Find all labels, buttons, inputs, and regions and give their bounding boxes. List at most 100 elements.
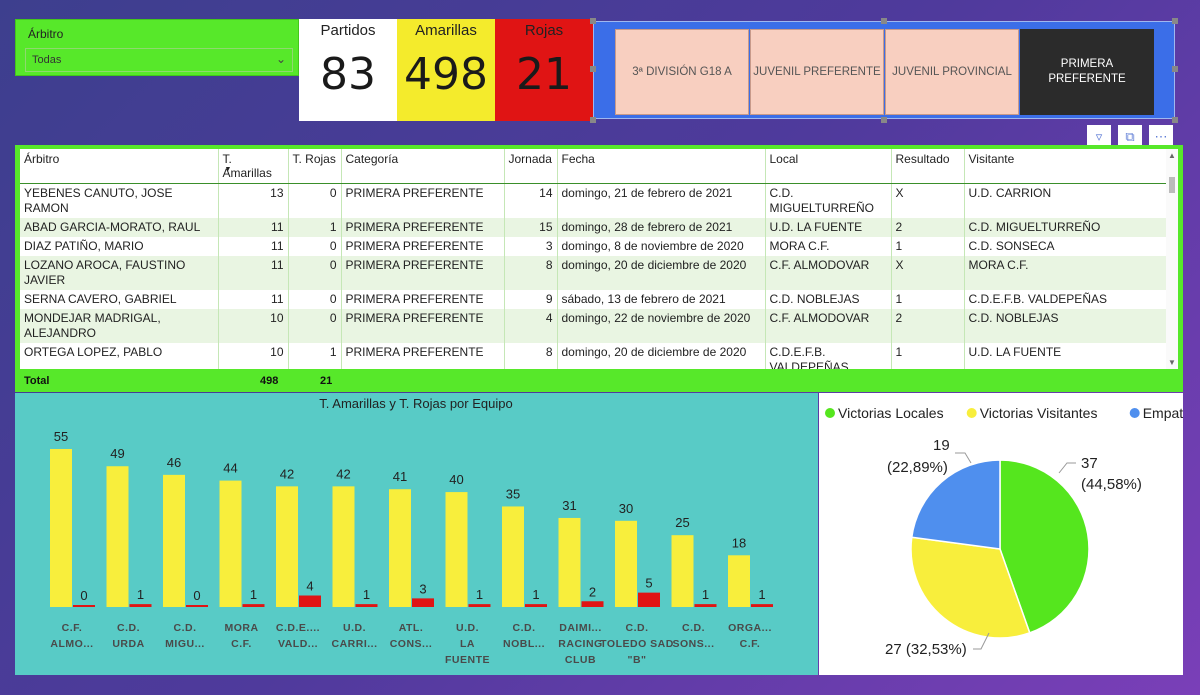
table-row[interactable]: LOZANO AROCA, FAUSTINO JAVIER 11 0 PRIMERA … [20,256,1166,290]
legend-marker [966,408,977,418]
bar-chart: T. Amarillas y T. Rojas por Equipo 55 0 C.F… [50,396,773,666]
resize-handle[interactable] [1172,117,1178,123]
table-header-row: Árbitro T. Amarillas ▼ T. Rojas Categoría… [20,149,1166,184]
scrollbar-thumb[interactable] [1169,177,1175,193]
category-label: C.F. ALMO... [50,622,93,650]
table-cell: 3 [504,237,558,256]
data-label: 2 [589,584,596,599]
table-cell: X [891,183,965,218]
table-cell: 1 [288,218,342,237]
table-cell: 0 [288,237,342,256]
table-cell: 0 [288,256,342,290]
pie-value-label: 27 (32,53%) [885,641,967,658]
legend-label: Empates [1143,405,1183,421]
column-header[interactable]: Fecha [557,149,766,184]
table-cell: ABAD GARCIA-MORATO, RAUL [20,218,219,237]
category-label: C.D.E.... VALD... [276,622,320,650]
sort-desc-icon: ▼ [224,166,232,173]
dropdown-value: Todas [32,54,62,66]
resize-handle[interactable] [1172,66,1178,72]
table-row[interactable]: SERNA CAVERO, GABRIEL 11 0 PRIMERA PREFEREN… [20,290,1166,309]
table-cell: 8 [504,343,558,369]
column-header-sorted[interactable]: T. Amarillas ▼ [218,149,289,184]
column-header[interactable]: T. Rojas [288,149,342,184]
table-cell: 2 [891,309,965,343]
data-label: 40 [449,472,463,487]
legend-marker [1129,408,1140,418]
bar-rojas [468,604,491,607]
data-label: 55 [54,429,68,444]
category-button[interactable]: 3ª DIVISIÓN G18 A [615,29,749,115]
bar-rojas [525,604,547,607]
table-cell: PRIMERA PREFERENTE [341,290,505,309]
data-label: 0 [193,588,200,603]
bar-rojas [412,598,434,607]
bar-rojas [581,601,604,607]
resize-handle[interactable] [1172,18,1178,24]
card-value: 83 [320,49,376,100]
bar-rojas [186,605,208,607]
bar-rojas [242,604,265,607]
table-row[interactable]: DIAZ PATIÑO, MARIO 11 0 PRIMERA PREFERENTE 3… [20,237,1166,256]
category-label: C.D. URDA [112,622,144,650]
column-header[interactable]: Visitante [964,149,1166,184]
bar-chart-panel: T. Amarillas y T. Rojas por Equipo 55 0 C.F… [15,393,818,675]
column-header[interactable]: Resultado [891,149,965,184]
table-cell: 1 [891,343,965,369]
table-cell: 4 [504,309,558,343]
resize-handle[interactable] [590,117,596,123]
data-label: 0 [80,588,87,603]
table-row[interactable]: YEBENES CANUTO, JOSE RAMON 13 0 PRIMERA PRE… [20,183,1166,218]
bar-rojas [694,604,717,607]
table-cell: C.D. NOBLEJAS [765,290,892,309]
scroll-down-icon[interactable]: ▼ [1168,358,1176,367]
total-label: Total [24,375,50,387]
table-row[interactable]: ORTEGA LOPEZ, PABLO 10 1 PRIMERA PREFERENTE… [20,343,1166,369]
category-button[interactable]: JUVENIL PROVINCIAL [885,29,1019,115]
bar-rojas [299,595,321,607]
column-header[interactable]: Categoría [341,149,505,184]
category-button-selected[interactable]: PRIMERA PREFERENTE [1020,29,1154,115]
bar-amarillas [389,489,411,607]
resize-handle[interactable] [590,18,596,24]
arbitro-dropdown[interactable]: Todas ⌄ [25,48,293,72]
column-header[interactable]: Árbitro [20,149,219,184]
amarillas-card: Amarillas 498 [397,19,495,121]
data-label: 3 [419,581,426,596]
column-header[interactable]: Jornada [504,149,558,184]
table-cell: MONDEJAR MADRIGAL, ALEJANDRO [20,309,219,343]
bar-amarillas [276,486,298,607]
data-label: 1 [476,587,483,602]
bar-rojas [129,604,152,607]
scroll-up-icon[interactable]: ▲ [1168,151,1176,160]
card-title: Amarillas [415,22,477,39]
table-cell: 10 [218,309,289,343]
data-label: 1 [250,587,257,602]
pie-value-label: 37 [1081,455,1098,472]
bar-amarillas [106,466,129,607]
chart-title: T. Amarillas y T. Rojas por Equipo [319,396,512,411]
leader-line [955,452,972,464]
table-row[interactable]: ABAD GARCIA-MORATO, RAUL 11 1 PRIMERA PREFE… [20,218,1166,237]
table-row[interactable]: MONDEJAR MADRIGAL, ALEJANDRO 10 0 PRIMERA P… [20,309,1166,343]
table-cell: C.D.E.F.B. VALDEPEÑAS [964,290,1166,309]
table-cell: domingo, 22 de noviembre de 2020 [557,309,766,343]
resize-handle[interactable] [881,18,887,24]
table-cell: 1 [288,343,342,369]
pie-slice [999,459,1090,634]
table-cell: U.D. LA FUENTE [964,343,1166,369]
pie-value-label: 19 [933,437,950,454]
table-cell: 0 [288,290,342,309]
pie-value-label: (44,58%) [1081,476,1142,493]
resize-handle[interactable] [881,117,887,123]
category-button[interactable]: JUVENIL PREFERENTE [750,29,884,115]
table-cell: domingo, 20 de diciembre de 2020 [557,343,766,369]
resize-handle[interactable] [590,66,596,72]
table-cell: C.D. SONSECA [964,237,1166,256]
table-cell: 0 [288,183,342,218]
table-cell: 13 [218,183,289,218]
table-scrollbar[interactable]: ▲ ▼ [1166,149,1178,369]
bar-amarillas [728,555,750,607]
table-cell: SERNA CAVERO, GABRIEL [20,290,219,309]
column-header[interactable]: Local [765,149,892,184]
